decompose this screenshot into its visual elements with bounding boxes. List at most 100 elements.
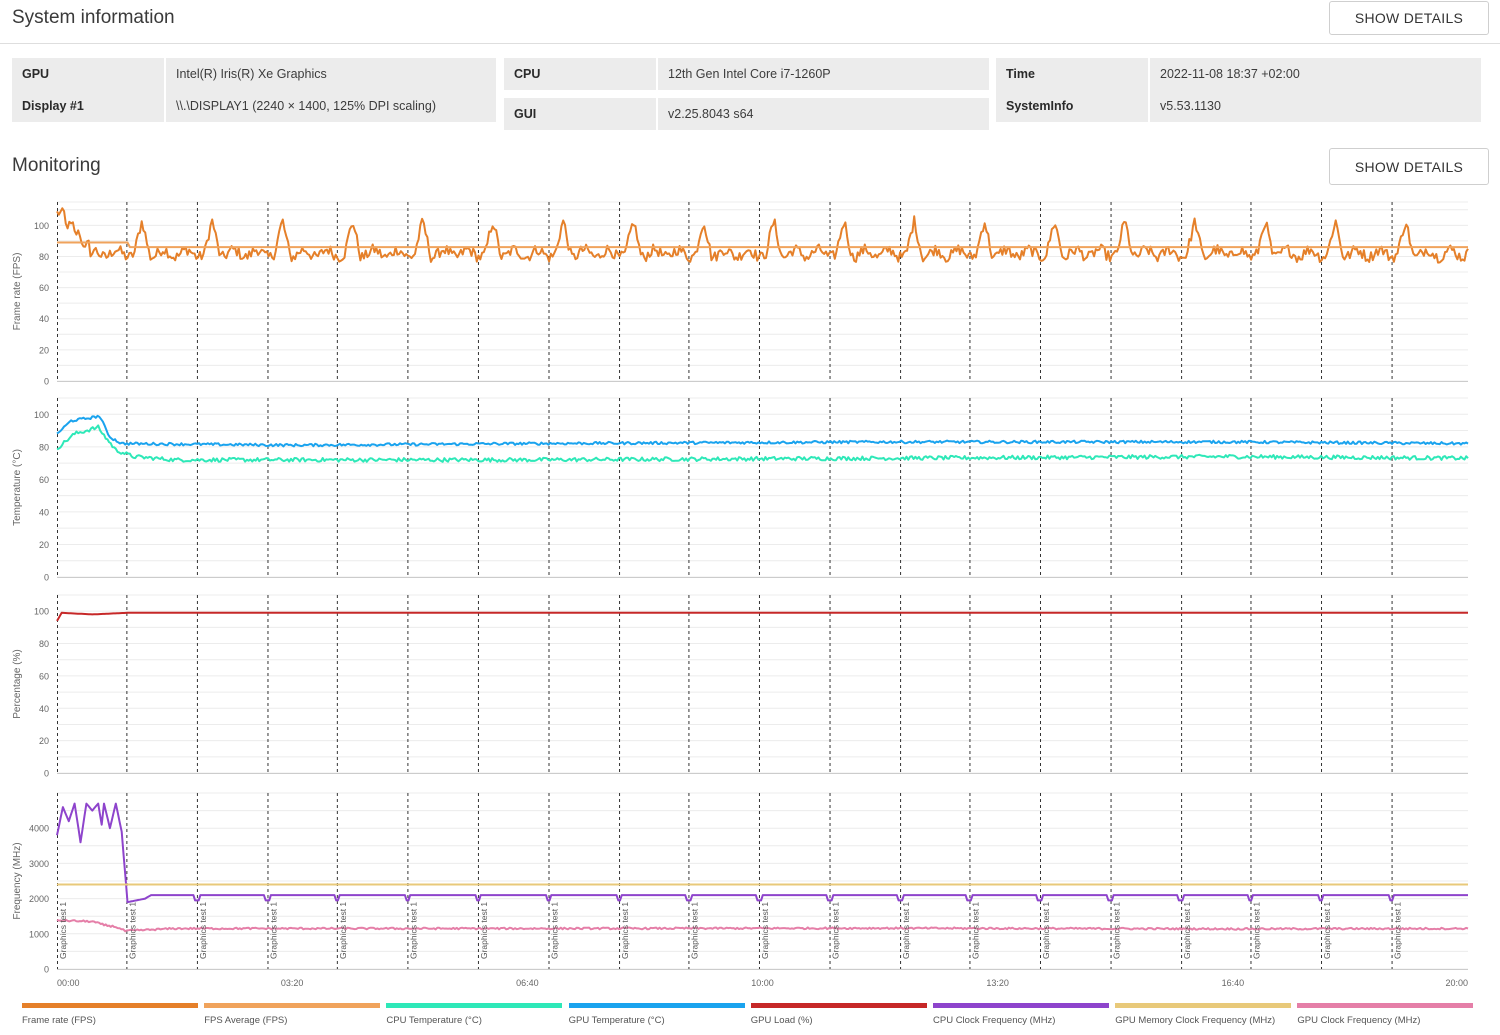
legend-label: CPU Temperature (°C) (386, 1015, 482, 1026)
monitoring-chart: 0 20 40 60 80 100 Frame rate (FPS) 0 20 40 60 80 100… (12, 201, 1469, 988)
y-tick-label: 0 (44, 769, 49, 779)
y-axis-label: Percentage (%) (12, 649, 23, 718)
x-tick-label: 00:00 (57, 978, 80, 988)
y-tick-label: 40 (39, 507, 49, 517)
legend-label: Frame rate (FPS) (22, 1015, 96, 1026)
y-tick-label: 0 (44, 573, 49, 583)
legend-label: GPU Temperature (°C) (568, 1015, 665, 1026)
y-tick-label: 100 (34, 607, 49, 617)
legend-swatch (568, 1003, 745, 1008)
run-marker-label: Graphics test 1 (1112, 902, 1122, 959)
info-value-display: \\.\DISPLAY1 (2240 × 1400, 125% DPI scal… (166, 90, 496, 122)
legend-item[interactable]: Frame rate (FPS) (22, 1003, 198, 1033)
chart-panel-3: 0 1000 2000 3000 4000 Frequency (MHz) Graphics… (12, 792, 1469, 988)
run-marker-label: Graphics test 1 (831, 902, 841, 959)
run-marker-label: Graphics test 1 (127, 902, 137, 959)
series-line-gpu-load (56, 611, 1468, 622)
system-info-show-details-button[interactable]: SHOW DETAILS (1329, 1, 1489, 35)
y-tick-label: 20 (39, 540, 49, 550)
chart-panel-0: 0 20 40 60 80 100 Frame rate (FPS) (12, 201, 1469, 387)
y-tick-label: 20 (39, 736, 49, 746)
legend-item[interactable]: GPU Load (%) (750, 1003, 927, 1033)
run-marker-label: Graphics test 1 (549, 902, 559, 959)
chart-panel-2: 0 20 40 60 80 100 Percentage (%) (12, 594, 1468, 779)
run-marker-label: Graphics test 1 (1182, 902, 1192, 959)
legend-label: CPU Clock Frequency (MHz) (933, 1015, 1056, 1026)
x-tick-label: 03:20 (281, 978, 304, 988)
y-tick-label: 100 (34, 410, 49, 420)
x-tick-label: 16:40 (1222, 978, 1245, 988)
info-value-systeminfo: v5.53.1130 (1150, 90, 1481, 122)
legend-swatch (1297, 1003, 1474, 1008)
series-line-gpu-temperature-c (56, 414, 1469, 448)
y-tick-label: 1000 (29, 929, 49, 939)
series-line-cpu-clock-frequency-mhz (56, 802, 1468, 904)
x-tick-label: 10:00 (751, 978, 774, 988)
legend-item[interactable]: FPS Average (FPS) (204, 1003, 381, 1033)
series-line-frame-rate-fps (56, 207, 1469, 264)
y-tick-label: 2000 (29, 894, 49, 904)
y-axis-label: Frame rate (FPS) (12, 253, 23, 331)
y-tick-label: 40 (39, 704, 49, 714)
monitoring-show-details-button[interactable]: SHOW DETAILS (1329, 148, 1489, 185)
y-tick-label: 60 (39, 283, 49, 293)
y-axis-label: Temperature (°C) (12, 449, 23, 526)
run-marker-label: Graphics test 1 (338, 902, 348, 959)
y-axis-label: Frequency (MHz) (12, 842, 23, 919)
y-tick-label: 60 (39, 671, 49, 681)
legend-item[interactable]: CPU Clock Frequency (MHz) (933, 1003, 1109, 1033)
info-key-systeminfo: SystemInfo (996, 90, 1148, 122)
run-marker-label: Graphics test 1 (1041, 902, 1051, 959)
y-tick-label: 3000 (29, 859, 49, 869)
info-value-cpu: 12th Gen Intel Core i7-1260P (658, 58, 989, 90)
legend-swatch (933, 1003, 1109, 1008)
x-tick-label: 13:20 (986, 978, 1009, 988)
legend-label: FPS Average (FPS) (204, 1015, 288, 1026)
monitoring-title: Monitoring (12, 155, 101, 176)
y-tick-label: 20 (39, 345, 49, 355)
legend-swatch (204, 1003, 381, 1008)
y-tick-label: 4000 (29, 824, 49, 834)
y-tick-label: 80 (39, 639, 49, 649)
run-marker-label: Graphics test 1 (479, 902, 489, 959)
legend-swatch (386, 1003, 563, 1008)
x-tick-label: 06:40 (516, 978, 539, 988)
legend-label: GPU Memory Clock Frequency (MHz) (1115, 1015, 1276, 1026)
legend-item[interactable]: GPU Memory Clock Frequency (MHz) (1115, 1003, 1292, 1033)
info-key-cpu: CPU (504, 58, 656, 90)
y-tick-label: 80 (39, 252, 49, 262)
legend-swatch (750, 1003, 927, 1008)
legend-item[interactable]: GPU Temperature (°C) (568, 1003, 745, 1033)
y-tick-label: 0 (44, 377, 49, 387)
run-marker-label: Graphics test 1 (268, 902, 278, 959)
y-tick-label: 40 (39, 314, 49, 324)
y-tick-label: 0 (44, 965, 49, 975)
info-key-display: Display #1 (12, 90, 164, 122)
series-line-gpu-clock-frequency-mhz (56, 918, 1469, 933)
y-tick-label: 80 (39, 442, 49, 452)
legend-item[interactable]: CPU Temperature (°C) (386, 1003, 563, 1033)
info-key-gui: GUI (504, 98, 656, 130)
info-value-gpu: Intel(R) Iris(R) Xe Graphics (166, 58, 496, 90)
info-value-gui: v2.25.8043 s64 (658, 98, 989, 130)
run-marker-label: Graphics test 1 (689, 902, 699, 959)
y-tick-label: 100 (34, 221, 49, 231)
legend-label: GPU Clock Frequency (MHz) (1297, 1015, 1421, 1026)
legend-label: GPU Load (%) (750, 1015, 813, 1026)
legend-swatch (1115, 1003, 1292, 1008)
legend-item[interactable]: GPU Clock Frequency (MHz) (1297, 1003, 1474, 1033)
system-information-title: System information (12, 7, 175, 28)
run-marker-label: Graphics test 1 (1251, 902, 1261, 959)
y-tick-label: 60 (39, 475, 49, 485)
info-key-gpu: GPU (12, 58, 164, 90)
info-value-time: 2022-11-08 18:37 +02:00 (1150, 58, 1481, 90)
chart-panel-1: 0 20 40 60 80 100 Temperature (°C) (12, 397, 1469, 583)
legend-swatch (22, 1003, 198, 1008)
run-marker-label: Graphics test 1 (901, 902, 911, 959)
header-divider (0, 43, 1500, 44)
series-line-cpu-temperature-c (56, 424, 1469, 463)
run-marker-label: Graphics test 1 (58, 902, 68, 959)
run-marker-label: Graphics test 1 (408, 902, 418, 959)
run-marker-label: Graphics test 1 (1393, 902, 1403, 959)
x-tick-label: 20:00 (1445, 978, 1468, 988)
